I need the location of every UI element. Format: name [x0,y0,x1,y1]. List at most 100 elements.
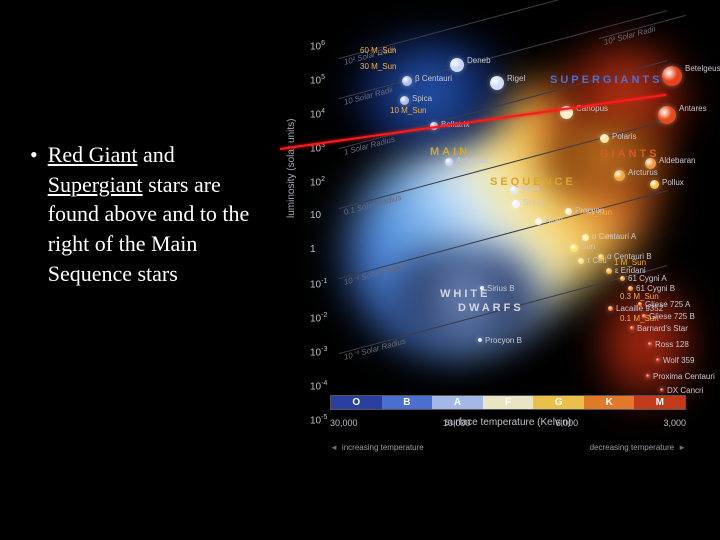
star-label: α Centauri B [607,252,652,261]
star-marker [402,76,412,86]
star-marker [658,106,676,124]
star-marker [578,258,584,264]
star-marker [628,286,633,291]
star-marker [660,388,664,392]
star-marker [656,358,660,362]
arrow-increasing: increasing temperature [330,443,424,452]
star-label: DX Cancri [667,386,703,395]
y-tick: 104 [310,108,325,120]
bullet-marker: • [30,140,38,288]
star-marker [535,218,542,225]
y-tick: 106 [310,40,325,52]
star-marker [648,342,652,346]
star-marker [570,244,578,252]
star-marker [582,234,589,241]
y-axis-title: luminosity (solar units) [286,119,297,218]
spectral-class-cell: F [483,396,534,409]
temperature-arrows: increasing temperature decreasing temper… [330,443,686,452]
spectral-class-cell: O [331,396,382,409]
star-label: Sirius [523,198,543,207]
star-label: 61 Cygni B [636,284,675,293]
star-label: α Centauri A [592,232,636,241]
star-marker [450,58,464,72]
star-label: Sun [581,242,595,251]
star-label: Spica [412,94,432,103]
region-label: SUPERGIANTS [550,74,662,86]
star-label: Achernar [456,156,488,165]
diagram-column: luminosity (solar units) 106105104103102… [280,0,720,540]
star-label: Vega [521,184,539,193]
slide: • Red Giant and Supergiant stars are fou… [0,0,720,540]
mass-label: 10 M_Sun [390,106,426,115]
star-label: Gliese 725 A [645,300,690,309]
star-marker [662,66,682,86]
y-tick: 105 [310,74,325,86]
spectral-class-cell: B [382,396,433,409]
x-axis-title: surface temperature (Kelvin) [330,417,686,428]
star-marker [650,180,659,189]
star-label: Arcturus [628,168,658,177]
star-marker [630,326,634,330]
star-label: Ross 128 [655,340,689,349]
spectral-class-cell: A [432,396,483,409]
y-tick: 1 [310,244,316,255]
y-tick: 102 [310,176,325,188]
star-label: Gliese 725 B [649,312,695,321]
star-marker [608,306,613,311]
arrow-decreasing: decreasing temperature [590,443,686,452]
star-label: Pollux [662,178,684,187]
term-supergiant: Supergiant [48,172,143,197]
radius-line: 10 Solar Radii [339,10,670,108]
star-label: Polaris [612,132,636,141]
star-label: Rigel [507,74,525,83]
spectral-class-cell: K [584,396,635,409]
term-red-giant: Red Giant [48,142,138,167]
star-marker [598,254,604,260]
star-label: Aldebaran [659,156,695,165]
star-label: Wolf 359 [663,356,694,365]
star-label: Antares [679,104,707,113]
star-label: Deneb [467,56,491,65]
star-marker [620,276,625,281]
star-marker [445,158,453,166]
bullet-item: • Red Giant and Supergiant stars are fou… [30,140,270,288]
spectral-class-cell: M [634,396,685,409]
y-tick: 10-1 [310,278,327,290]
bullet-mid: and [138,142,175,167]
star-label: 61 Cygni A [628,274,667,283]
star-label: Altair [545,216,563,225]
star-label: Barnard's Star [637,324,688,333]
spectral-class-cell: G [533,396,584,409]
star-marker [480,286,484,290]
y-tick: 10-2 [310,312,327,324]
star-marker [512,200,520,208]
star-label: Proxima Centauri [653,372,715,381]
mass-label: 60 M_Sun [360,46,396,55]
star-label: Procyon [575,206,604,215]
bullet-text: Red Giant and Supergiant stars are found… [48,140,270,288]
star-marker [614,170,625,181]
star-marker [478,338,482,342]
star-marker [646,374,650,378]
star-marker [510,186,518,194]
star-marker [600,134,609,143]
star-marker [400,96,409,105]
star-marker [642,314,646,318]
hr-diagram: luminosity (solar units) 106105104103102… [280,18,690,458]
text-column: • Red Giant and Supergiant stars are fou… [0,0,280,540]
star-marker [606,268,612,274]
y-tick: 10-3 [310,346,327,358]
star-marker [638,302,642,306]
y-tick: 10 [310,210,321,221]
star-marker [490,76,504,90]
region-label: DWARFS [458,302,524,314]
y-tick: 10-5 [310,414,327,426]
star-label: Sirius B [487,284,515,293]
y-tick: 10-4 [310,380,327,392]
spectral-class-bar: OBAFGKM [330,395,686,410]
star-marker [565,208,572,215]
star-label: Betelgeuse [685,64,720,73]
star-label: Procyon B [485,336,522,345]
mass-label: 30 M_Sun [360,62,396,71]
star-label: β Centauri [415,74,452,83]
